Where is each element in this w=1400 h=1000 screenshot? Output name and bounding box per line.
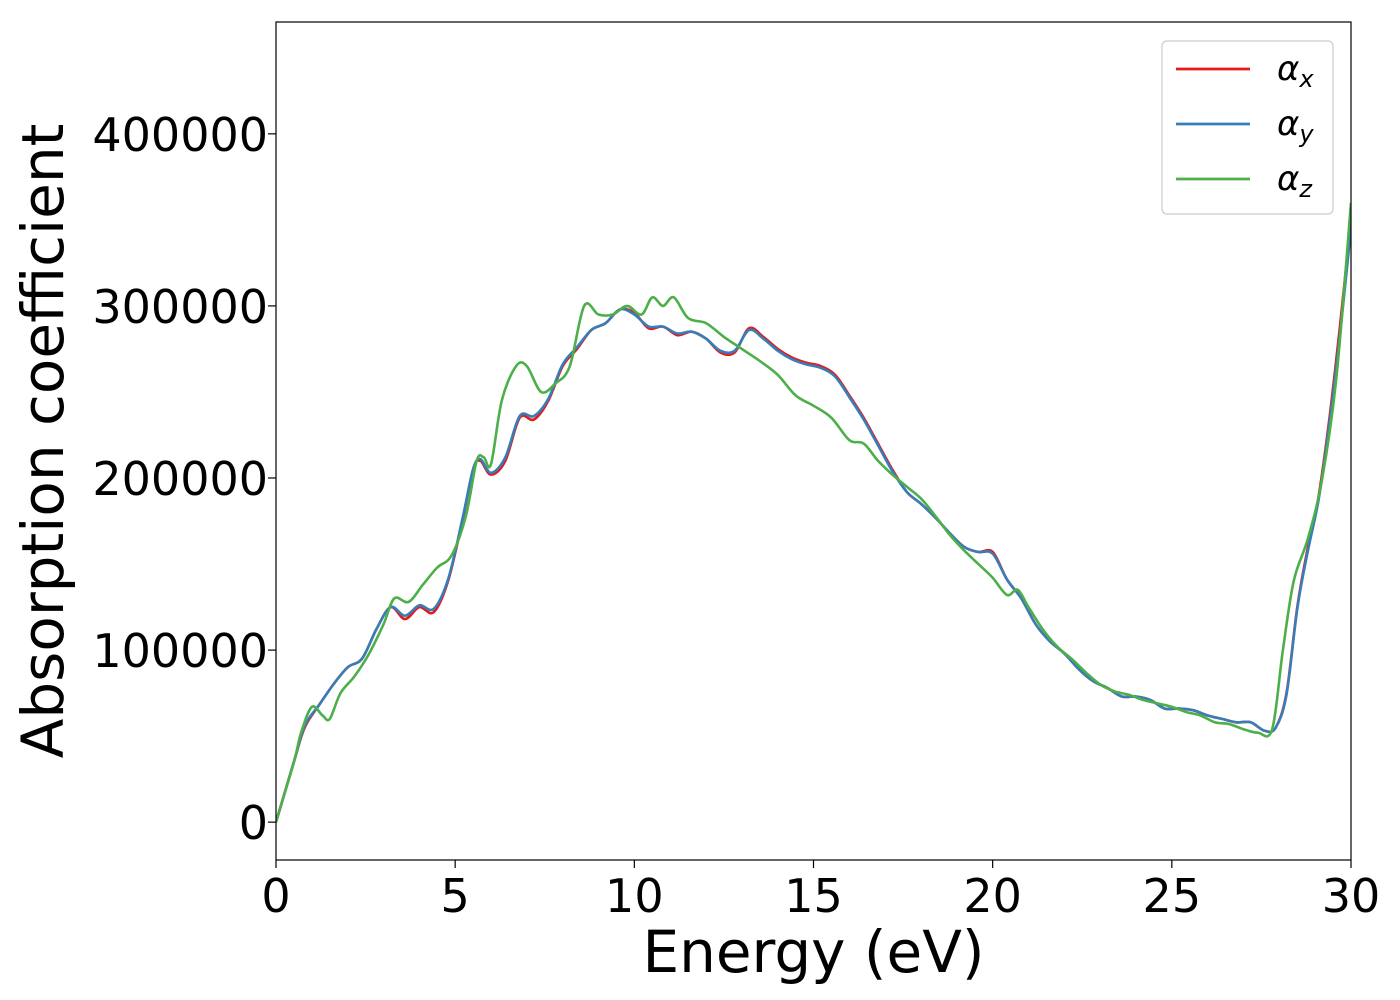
y-tick-label: 0: [239, 796, 268, 850]
legend-box: [1161, 40, 1334, 215]
x-tick-label: 25: [1143, 869, 1202, 923]
legend-label-y: αy: [1277, 104, 1314, 148]
series-line-y: [276, 228, 1351, 823]
x-axis-title: Energy (eV): [642, 918, 984, 986]
x-tick-label: 0: [261, 869, 290, 923]
y-tick-label: 300000: [92, 280, 268, 334]
y-tick-label: 400000: [92, 108, 268, 162]
series-line-x: [276, 219, 1351, 823]
series-layer: [276, 202, 1351, 823]
series-line-z: [276, 202, 1351, 823]
x-tick-label: 20: [963, 869, 1022, 923]
legend-label-x: αx: [1277, 49, 1314, 93]
x-tick-label: 30: [1322, 869, 1381, 923]
x-tick-label: 10: [605, 869, 664, 923]
x-ticks: 0 5 10 15 20 25 30: [261, 860, 1380, 923]
legend-label-z: αz: [1277, 159, 1313, 203]
y-tick-label: 200000: [92, 452, 268, 506]
y-ticks: 0 100000 200000 300000 400000: [92, 108, 276, 850]
legend: αx αy αz: [1161, 40, 1334, 215]
y-axis-title: Absorption coefficient: [9, 124, 77, 759]
y-tick-label: 100000: [92, 624, 268, 678]
x-tick-label: 5: [441, 869, 470, 923]
x-tick-label: 15: [784, 869, 843, 923]
